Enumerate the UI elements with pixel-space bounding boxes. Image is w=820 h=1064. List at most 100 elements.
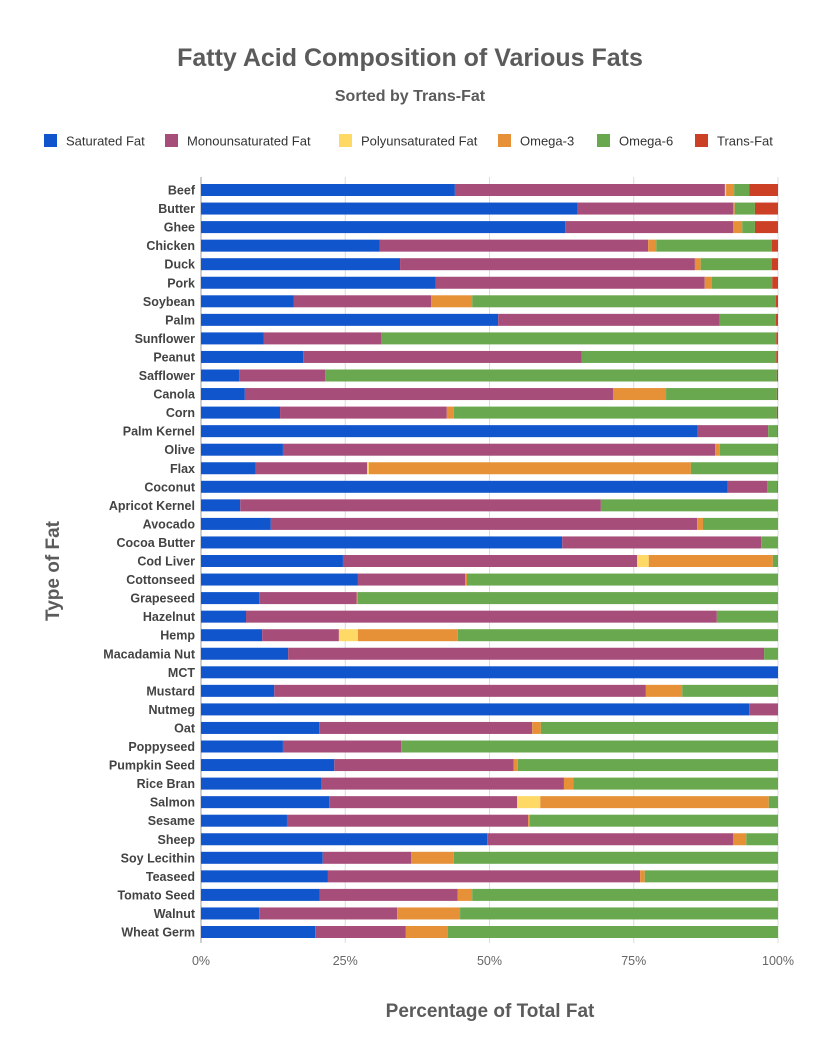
bar-row-macadamia-nut	[201, 647, 778, 660]
bar-sunflower-saturated-fat	[201, 332, 264, 345]
bar-nutmeg-monounsaturated-fat	[749, 703, 778, 716]
category-label-tomato-seed: Tomato Seed	[117, 888, 195, 902]
bar-cod-liver-saturated-fat	[201, 555, 343, 567]
category-label-teaseed: Teaseed	[146, 870, 195, 884]
bar-cottonseed-monounsaturated-fat	[357, 573, 466, 586]
category-label-pork: Pork	[167, 276, 195, 290]
category-label-pumpkin-seed: Pumpkin Seed	[109, 759, 195, 773]
category-label-grapeseed: Grapeseed	[130, 592, 195, 606]
bar-row-soy-lecithin	[201, 851, 778, 864]
bar-rice-bran-monounsaturated-fat	[321, 777, 564, 790]
x-tick-labels: 0% 25% 50% 75% 100%	[192, 954, 794, 968]
bar-salmon-omega-3	[540, 796, 769, 809]
category-label-ghee: Ghee	[164, 221, 195, 235]
bar-tomato-seed-omega-6	[472, 888, 778, 901]
bar-hazelnut-saturated-fat	[201, 610, 247, 623]
bar-oat-saturated-fat	[201, 721, 320, 734]
bars	[201, 184, 778, 938]
category-label-soy-lecithin: Soy Lecithin	[121, 851, 195, 865]
bar-salmon-monounsaturated-fat	[329, 796, 518, 809]
legend-swatch-monounsaturated-fat	[165, 134, 178, 147]
category-label-hazelnut: Hazelnut	[143, 610, 196, 624]
bar-sesame-omega-3	[528, 814, 530, 827]
category-label-corn: Corn	[166, 406, 195, 420]
bar-row-sesame	[201, 814, 778, 827]
bar-hemp-monounsaturated-fat	[262, 629, 339, 642]
category-label-apricot-kernel: Apricot Kernel	[109, 499, 195, 513]
category-label-poppyseed: Poppyseed	[128, 740, 195, 754]
legend: Saturated Fat Monounsaturated Fat Polyunsa…	[44, 134, 773, 149]
category-label-macadamia-nut: Macadamia Nut	[103, 647, 196, 661]
bar-row-avocado	[201, 517, 778, 530]
bar-macadamia-nut-omega-6	[764, 647, 778, 660]
bar-duck-monounsaturated-fat	[400, 258, 695, 271]
bar-ghee-saturated-fat	[201, 221, 566, 234]
bar-palm-kernel-omega-6	[768, 425, 778, 438]
bar-poppyseed-saturated-fat	[201, 740, 283, 753]
bar-hemp-polyunsaturated-fat	[338, 629, 358, 642]
bar-soy-lecithin-monounsaturated-fat	[322, 851, 412, 864]
category-label-coconut: Coconut	[144, 480, 196, 494]
bar-pork-trans-fat	[772, 276, 778, 289]
bar-chicken-saturated-fat	[201, 239, 380, 252]
bar-row-canola	[201, 388, 778, 401]
legend-item-trans-fat: Trans-Fat	[695, 134, 773, 149]
bar-sunflower-omega-6	[381, 332, 777, 345]
bar-cottonseed-saturated-fat	[201, 573, 358, 586]
bar-row-ghee	[201, 221, 778, 234]
bar-duck-omega-6	[700, 258, 772, 271]
bar-cod-liver-monounsaturated-fat	[342, 555, 638, 567]
legend-label-saturated-fat: Saturated Fat	[66, 134, 145, 149]
bar-duck-omega-3	[694, 258, 701, 271]
bar-palm-omega-6	[719, 313, 776, 326]
bar-soy-lecithin-omega-6	[453, 851, 778, 864]
bar-grapeseed-omega-3	[356, 592, 358, 605]
bar-row-oat	[201, 721, 778, 734]
bar-butter-saturated-fat	[201, 202, 578, 215]
bar-row-coconut	[201, 480, 778, 493]
bar-cod-liver-polyunsaturated-fat	[637, 555, 649, 567]
bar-hazelnut-monounsaturated-fat	[246, 610, 717, 623]
bar-row-salmon	[201, 796, 778, 809]
bar-ghee-trans-fat	[754, 221, 778, 234]
bar-mct-saturated-fat	[201, 666, 778, 679]
category-label-cocoa-butter: Cocoa Butter	[117, 536, 196, 550]
bar-rice-bran-omega-6	[573, 777, 778, 790]
bar-corn-saturated-fat	[201, 406, 281, 419]
category-label-sheep: Sheep	[157, 833, 195, 847]
bar-oat-omega-3	[532, 721, 541, 734]
bar-peanut-saturated-fat	[201, 350, 304, 363]
bar-safflower-saturated-fat	[201, 369, 240, 382]
category-label-duck: Duck	[164, 258, 195, 272]
bar-walnut-monounsaturated-fat	[259, 907, 398, 920]
bar-poppyseed-omega-6	[401, 740, 778, 753]
bar-rice-bran-saturated-fat	[201, 777, 322, 790]
bar-row-nutmeg	[201, 703, 778, 716]
bar-soybean-omega-6	[472, 295, 776, 308]
bar-coconut-monounsaturated-fat	[727, 480, 768, 493]
bar-walnut-omega-6	[460, 907, 778, 920]
bar-salmon-omega-6	[768, 796, 778, 809]
category-label-cod-liver: Cod Liver	[137, 555, 195, 569]
bar-chicken-omega-6	[656, 239, 772, 252]
bar-mustard-saturated-fat	[201, 684, 275, 697]
bar-teaseed-saturated-fat	[201, 870, 328, 883]
bar-pork-saturated-fat	[201, 276, 436, 289]
category-label-chicken: Chicken	[146, 239, 195, 253]
bar-sheep-monounsaturated-fat	[487, 833, 733, 846]
bar-tomato-seed-omega-3	[457, 888, 473, 901]
bar-apricot-kernel-saturated-fat	[201, 499, 241, 512]
bar-macadamia-nut-saturated-fat	[201, 647, 289, 660]
bar-canola-omega-3	[612, 388, 667, 401]
bar-duck-trans-fat	[771, 258, 778, 271]
category-label-palm-kernel: Palm Kernel	[123, 425, 195, 439]
bar-coconut-omega-6	[767, 480, 778, 493]
bar-olive-saturated-fat	[201, 443, 283, 456]
legend-label-trans-fat: Trans-Fat	[717, 134, 773, 149]
bar-tomato-seed-saturated-fat	[201, 888, 320, 901]
legend-item-omega-6: Omega-6	[597, 134, 673, 149]
bar-row-poppyseed	[201, 740, 778, 753]
bar-flax-saturated-fat	[201, 462, 256, 475]
bar-cocoa-butter-monounsaturated-fat	[562, 536, 762, 549]
bar-avocado-saturated-fat	[201, 517, 271, 530]
